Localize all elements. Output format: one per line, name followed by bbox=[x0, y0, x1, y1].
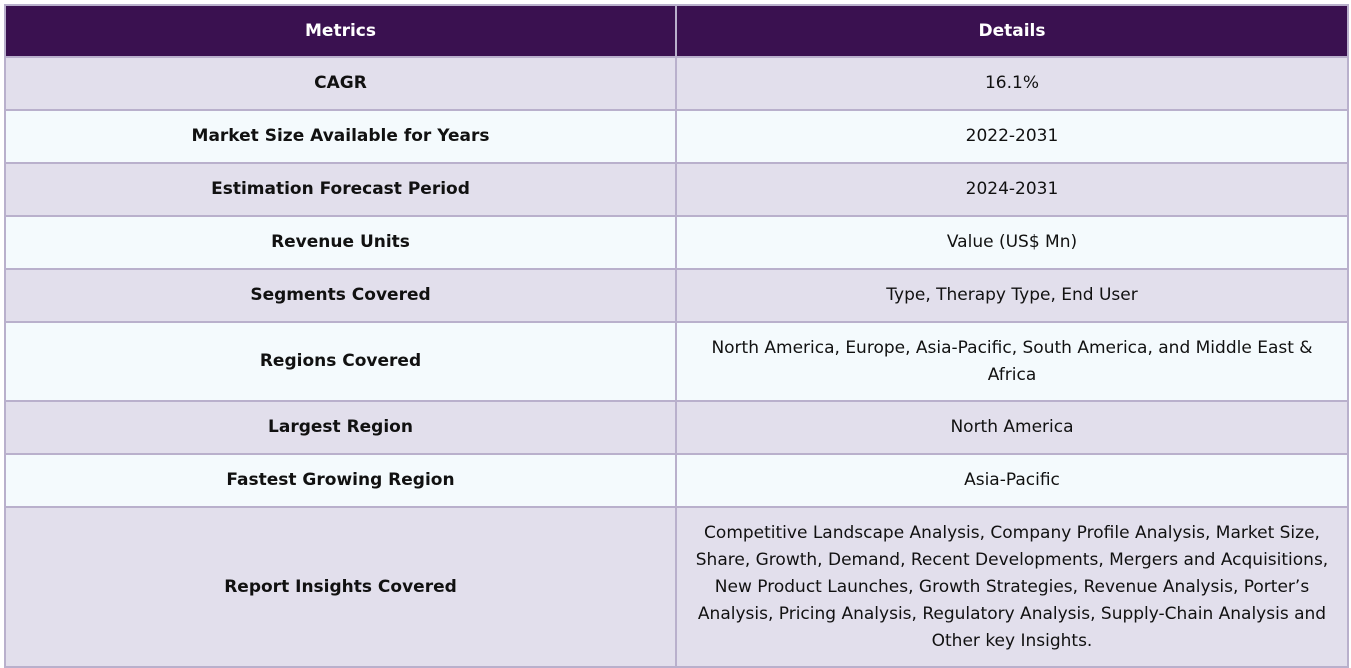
table-row: Revenue Units Value (US$ Mn) bbox=[4, 215, 1349, 270]
header-details: Details bbox=[675, 4, 1349, 58]
metric-cell: Largest Region bbox=[4, 400, 677, 455]
table-row: Market Size Available for Years 2022-203… bbox=[4, 109, 1349, 164]
table-body: CAGR 16.1% Market Size Available for Yea… bbox=[4, 56, 1349, 668]
metric-cell: Fastest Growing Region bbox=[4, 453, 677, 508]
metric-cell: Market Size Available for Years bbox=[4, 109, 677, 164]
detail-cell: Type, Therapy Type, End User bbox=[675, 268, 1349, 323]
table-row: Regions Covered North America, Europe, A… bbox=[4, 321, 1349, 402]
metric-cell: Segments Covered bbox=[4, 268, 677, 323]
detail-cell: Asia-Pacific bbox=[675, 453, 1349, 508]
table-row: Segments Covered Type, Therapy Type, End… bbox=[4, 268, 1349, 323]
metric-cell: Regions Covered bbox=[4, 321, 677, 402]
header-row: Metrics Details bbox=[4, 4, 1349, 58]
metrics-table: Metrics Details CAGR 16.1% Market Size A… bbox=[4, 4, 1349, 668]
table-row: Largest Region North America bbox=[4, 400, 1349, 455]
table-row: Estimation Forecast Period 2024-2031 bbox=[4, 162, 1349, 217]
detail-cell: North America, Europe, Asia-Pacific, Sou… bbox=[675, 321, 1349, 402]
detail-cell: 2022-2031 bbox=[675, 109, 1349, 164]
detail-cell: 16.1% bbox=[675, 56, 1349, 111]
metrics-table-container: Metrics Details CAGR 16.1% Market Size A… bbox=[4, 4, 1349, 668]
table-header: Metrics Details bbox=[4, 4, 1349, 58]
detail-cell: Value (US$ Mn) bbox=[675, 215, 1349, 270]
detail-cell: Competitive Landscape Analysis, Company … bbox=[675, 506, 1349, 668]
table-row: Report Insights Covered Competitive Land… bbox=[4, 506, 1349, 668]
metric-cell: Report Insights Covered bbox=[4, 506, 677, 668]
table-row: CAGR 16.1% bbox=[4, 56, 1349, 111]
metric-cell: Revenue Units bbox=[4, 215, 677, 270]
detail-cell: 2024-2031 bbox=[675, 162, 1349, 217]
metric-cell: CAGR bbox=[4, 56, 677, 111]
detail-cell: North America bbox=[675, 400, 1349, 455]
header-metrics: Metrics bbox=[4, 4, 677, 58]
table-row: Fastest Growing Region Asia-Pacific bbox=[4, 453, 1349, 508]
metric-cell: Estimation Forecast Period bbox=[4, 162, 677, 217]
